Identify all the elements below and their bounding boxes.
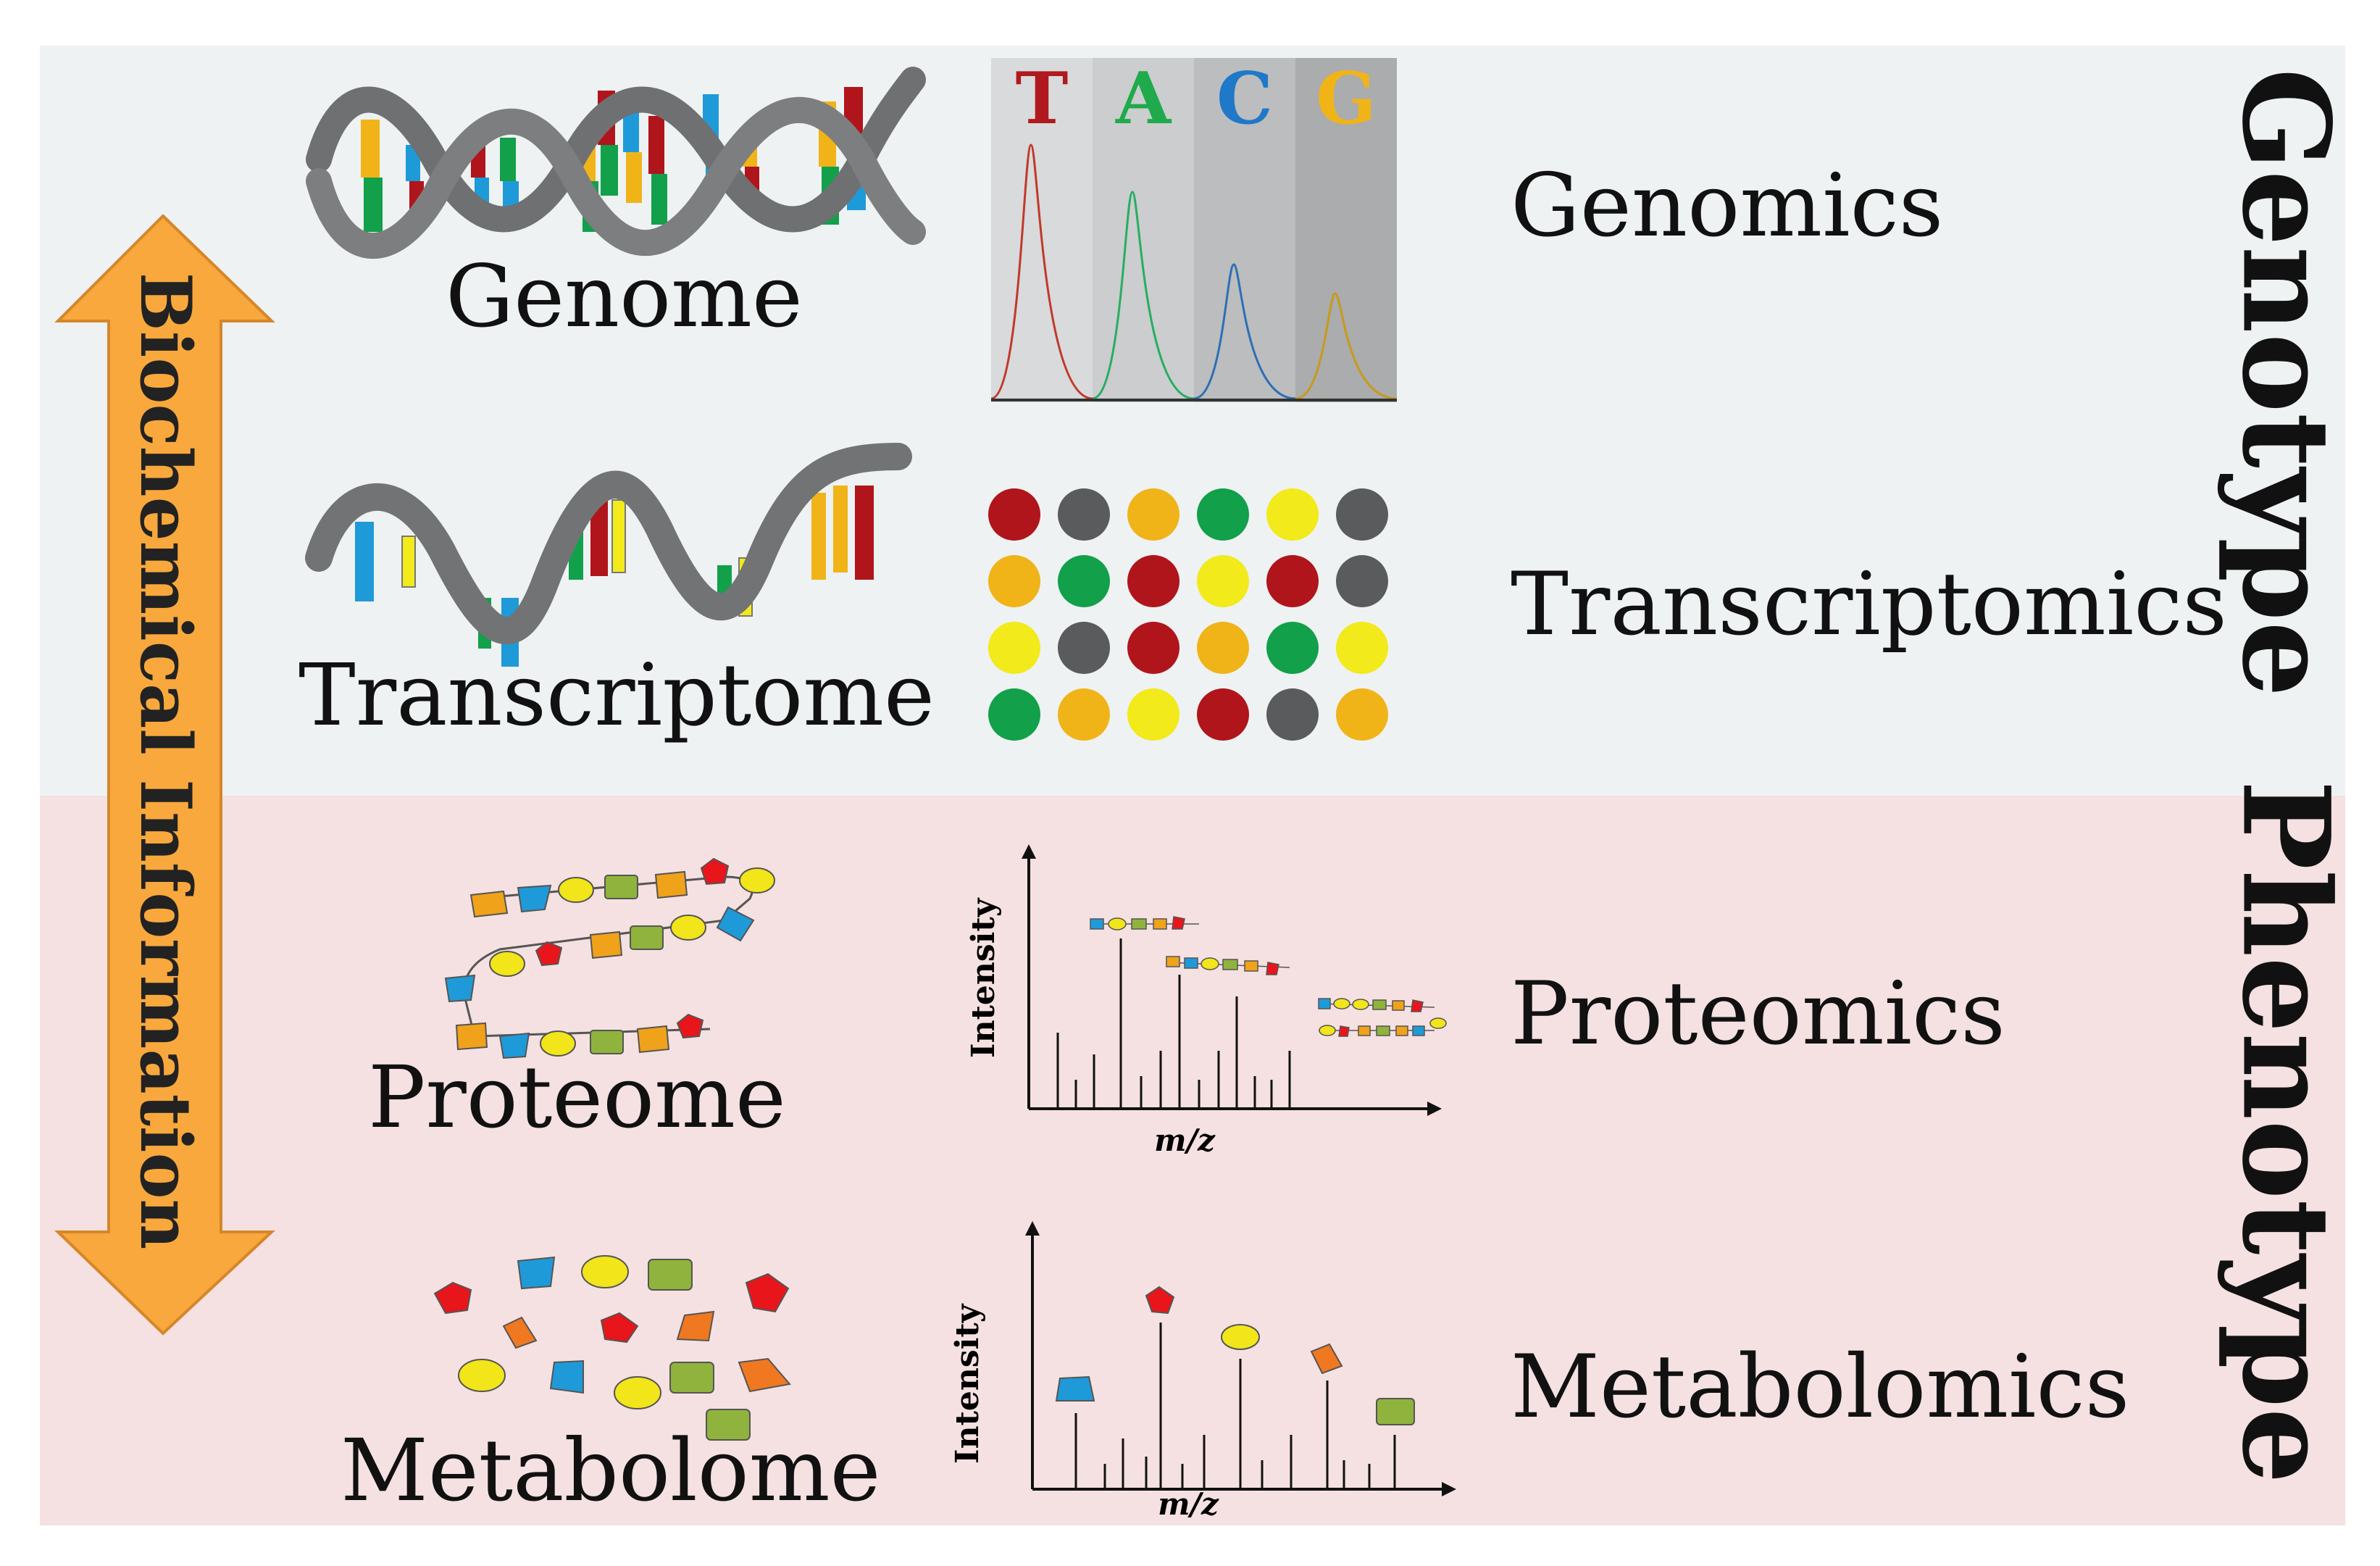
peak-g bbox=[1295, 292, 1398, 400]
metabolomics-label: Metabolomics bbox=[1511, 1337, 2130, 1438]
microarray-spot bbox=[1336, 688, 1388, 741]
protein-chain-icon bbox=[444, 857, 775, 1059]
microarray-spot bbox=[1197, 688, 1249, 741]
sequencing-chromatogram: T A C G bbox=[990, 57, 1398, 402]
peak-a bbox=[1092, 191, 1195, 400]
microarray-spot bbox=[1336, 555, 1388, 607]
transcriptomics-label: Transcriptomics bbox=[1511, 554, 2228, 655]
dna-double-helix-icon bbox=[306, 67, 926, 259]
phenotype-label: Phenotype bbox=[2216, 780, 2357, 1484]
microarray-spot bbox=[1336, 488, 1388, 541]
microarray-spot bbox=[1058, 555, 1110, 607]
x-axis-label: m/z bbox=[1154, 1123, 1216, 1158]
microarray-spot bbox=[1197, 488, 1249, 541]
microarray-spot bbox=[1336, 622, 1388, 674]
peak-t bbox=[990, 143, 1093, 400]
microarray-spot bbox=[1127, 555, 1179, 607]
base-letter: G bbox=[1316, 57, 1377, 141]
microarray-spot bbox=[1058, 488, 1110, 541]
base-letter: C bbox=[1216, 57, 1273, 141]
microarray-spot bbox=[1127, 688, 1179, 741]
microarray-spot bbox=[1127, 622, 1179, 674]
transcriptome-label: Transcriptome bbox=[298, 645, 935, 745]
microarray-spot bbox=[988, 688, 1040, 741]
metabolome-label: Metabolome bbox=[341, 1420, 881, 1520]
microarray-spot bbox=[1058, 622, 1110, 674]
microarray-spot bbox=[988, 622, 1040, 674]
microarray-spot bbox=[1058, 688, 1110, 741]
proteome-label: Proteome bbox=[368, 1047, 786, 1147]
microarray-spot bbox=[1266, 622, 1319, 674]
microarray-grid bbox=[988, 488, 1388, 741]
microarray-spot bbox=[1266, 488, 1319, 541]
phenotype-band bbox=[40, 796, 2345, 1525]
proteomics-label: Proteomics bbox=[1511, 964, 2005, 1065]
y-axis-label: Intensity bbox=[949, 1303, 986, 1464]
microarray-spot bbox=[1197, 555, 1249, 607]
microarray-spot bbox=[1266, 555, 1319, 607]
microarray-spot bbox=[988, 555, 1040, 607]
base-letter: A bbox=[1115, 57, 1172, 141]
rna-single-strand-icon bbox=[305, 443, 912, 667]
metabolites-icon bbox=[433, 1255, 791, 1441]
x-axis-label: m/z bbox=[1158, 1486, 1219, 1522]
peak-c bbox=[1193, 263, 1296, 400]
base-letter: T bbox=[1016, 57, 1069, 141]
microarray-spot bbox=[1266, 688, 1319, 741]
microarray-spot bbox=[988, 488, 1040, 541]
proteomics-mass-spectrum: Intensity m/z bbox=[965, 844, 1447, 1158]
y-axis-label: Intensity bbox=[965, 897, 1002, 1058]
metabolomics-mass-spectrum: Intensity m/z bbox=[949, 1221, 1456, 1522]
genome-label: Genome bbox=[446, 246, 803, 346]
genomics-label: Genomics bbox=[1511, 156, 1944, 257]
microarray-spot bbox=[1197, 622, 1249, 674]
genotype-label: Genotype bbox=[2216, 67, 2357, 698]
biochemical-information-label: Biochemical Information bbox=[125, 272, 206, 1250]
microarray-spot bbox=[1127, 488, 1179, 541]
